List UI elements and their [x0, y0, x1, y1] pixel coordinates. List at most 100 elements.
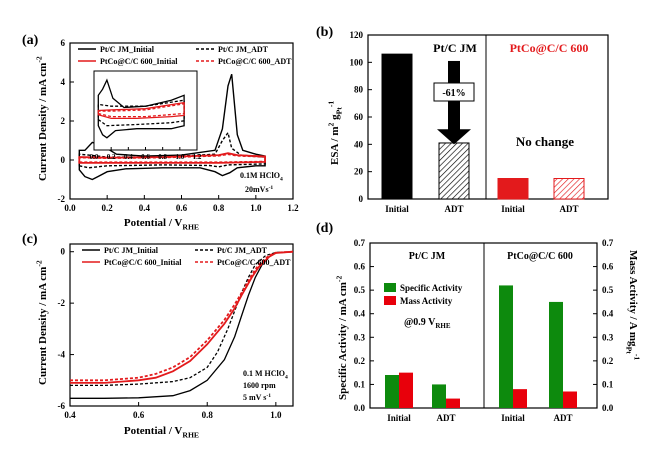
panel-b-bar — [381, 53, 413, 200]
panel-a-xlabel: Potential / VRHE — [124, 217, 199, 231]
panel-a-ylabel: Current Density / mA cm-2 — [35, 56, 49, 181]
panel-d-left-ylabel: Specific Activity / mA cm-2 — [335, 276, 349, 400]
panel-c-ytick-label: 0 — [61, 247, 66, 257]
panel-d-category-label: ADT — [436, 413, 455, 423]
panel-a-inset-series-line — [97, 78, 185, 139]
panel-a-inset-xtick-label: 1.0 — [175, 153, 184, 161]
panel-d-right-ytick-label: 0.6 — [602, 262, 614, 272]
panel-c-series-line — [70, 250, 294, 382]
panel-c-legend-3-label: PtCo@C/C 600_Initial — [104, 258, 182, 267]
panel-d-right-ytick-label: 0.7 — [602, 238, 614, 248]
panel-c-condition-electrolyte: 0.1 M HClO4 — [243, 369, 288, 380]
panel-c-ytick-label: -4 — [58, 350, 66, 360]
panel-b-ytick-label: 0 — [359, 194, 364, 204]
panel-d-specific-activity-bar — [385, 375, 399, 408]
panel-a-ytick-label: 0 — [61, 155, 66, 165]
panel-a-series-line — [78, 153, 266, 164]
panel-d-potential-annotation: @0.9 VRHE — [404, 317, 451, 330]
panel-a-condition-electrolyte: 0.1M HClO4 — [240, 171, 283, 182]
panel-c-series-line — [70, 251, 294, 387]
panel-c-series-line — [70, 250, 294, 384]
panel-d-specific-activity-bar — [432, 384, 446, 408]
panel-b-group-title: PtCo@C/C 600 — [510, 41, 589, 55]
panel-d-label: (d) — [316, 221, 333, 236]
panel-c-xtick-label: 0.4 — [64, 410, 76, 420]
panel-a-legend-3-label: PtCo@C/C 600_Initial — [100, 57, 178, 66]
panel-c-condition-rpm: 1600 rpm — [243, 381, 276, 390]
panel-a-inset-xtick-label: 0.4 — [124, 153, 133, 161]
panel-d-left-ytick-label: 0.1 — [354, 379, 366, 389]
panel-d-specific-activity-bar — [499, 285, 513, 408]
panel-a-series-line — [78, 73, 266, 181]
panel-b-ytick-label: 120 — [350, 30, 364, 40]
panel-b-category-label: ADT — [444, 204, 463, 214]
panel-c-xtick-label: 0.6 — [133, 410, 145, 420]
panel-b-ytick-label: 60 — [354, 112, 364, 122]
panel-a-inset-xtick-label: 0.6 — [141, 153, 150, 161]
panel-d-group-title: Pt/C JM — [409, 251, 446, 262]
panel-d-left-ytick-label: 0.5 — [354, 285, 366, 295]
panel-a-legend-2-label: Pt/C JM_ADT — [218, 45, 269, 54]
panel-d-legend-mass-swatch — [384, 296, 396, 305]
panel-a-xtick-label: 0.0 — [64, 203, 76, 213]
panel-a-xtick-label: 0.2 — [102, 203, 114, 213]
panel-b-ytick-label: 100 — [350, 57, 364, 67]
panel-d-legend-specific-label: Specific Activity — [400, 283, 463, 293]
panel-b-category-label: Initial — [501, 204, 525, 214]
panel-d-mass-activity-bar — [513, 389, 527, 408]
panel-a-inset-xtick-label: 1.2 — [193, 153, 202, 161]
panel-d-left-ytick-label: 0.7 — [354, 238, 366, 248]
panel-d-left-ytick-label: 0.6 — [354, 262, 366, 272]
panel-d-right-ytick-label: 0.1 — [602, 379, 614, 389]
panel-d-left-ytick-label: 0.4 — [354, 309, 366, 319]
panel-a-xtick-label: 0.8 — [213, 203, 225, 213]
panel-d-category-label: Initial — [501, 413, 525, 423]
panel-a-ytick-label: 6 — [61, 38, 66, 48]
panel-a-inset-xtick-label: 0.2 — [107, 153, 116, 161]
panel-c-ytick-label: -6 — [58, 401, 66, 411]
panel-b-arrow-head — [437, 129, 471, 145]
panel-d-right-ytick-label: 0.4 — [602, 309, 614, 319]
panel-a-xtick-label: 1.0 — [250, 203, 262, 213]
panel-d-category-label: ADT — [553, 413, 572, 423]
panel-d-right-ytick-label: 0.2 — [602, 356, 614, 366]
panel-b-change-box — [433, 82, 475, 102]
panel-c-legend-2-label: Pt/C JM_ADT — [217, 246, 268, 255]
panel-b-bar — [438, 142, 470, 200]
panel-b-bar — [497, 178, 529, 200]
panel-d-left-ytick-label: 0.3 — [354, 332, 366, 342]
panel-c-label: (c) — [22, 232, 38, 247]
panel-c-condition-scanrate: 5 mV s-1 — [243, 393, 271, 402]
panel-d-specific-activity-bar — [549, 301, 563, 408]
panel-b-change-label: -61% — [442, 88, 465, 99]
panel-b-bar — [553, 178, 585, 200]
panel-a-xtick-label: 0.4 — [139, 203, 151, 213]
panel-a-ytick-label: 2 — [61, 116, 66, 126]
panel-d-right-ytick-label: 0.0 — [602, 403, 614, 413]
panel-b-ylabel: ESA / m2 gPt-1 — [327, 101, 344, 165]
panel-a-inset-xtick-label: 0.8 — [158, 153, 167, 161]
panel-a-inset-series-line — [97, 103, 185, 118]
panel-d-mass-activity-bar — [399, 372, 413, 408]
panel-a-condition-scanrate: 20mVs-1 — [245, 185, 273, 194]
panel-c-legend-4-label: PtCo@C/C 600_ADT — [217, 258, 291, 267]
panel-b-label: (b) — [316, 25, 333, 40]
panel-a-xtick-label: 1.2 — [287, 203, 299, 213]
panel-c-axes — [69, 243, 294, 407]
panel-d-legend-specific-swatch — [384, 283, 396, 292]
panel-d-mass-activity-bar — [446, 398, 460, 408]
panel-d-left-ytick-label: 0.0 — [354, 403, 366, 413]
panel-a-label: (a) — [22, 33, 39, 48]
panel-b-category-label: Initial — [385, 204, 409, 214]
panel-b-group-title: Pt/C JM — [433, 41, 477, 55]
panel-d-right-ytick-label: 0.3 — [602, 332, 614, 342]
panel-a-ytick-label: 4 — [61, 77, 66, 87]
panel-a-legend-4-label: PtCo@C/C 600_ADT — [218, 57, 292, 66]
panel-c-xlabel: Potential / VRHE — [124, 425, 199, 439]
panel-b-category-label: ADT — [559, 204, 578, 214]
panel-d-group-title: PtCo@C/C 600 — [507, 251, 573, 262]
panel-d-mass-activity-bar — [563, 391, 577, 408]
panel-b-ytick-label: 20 — [354, 167, 364, 177]
panel-c-legend-1-label: Pt/C JM_Initial — [104, 246, 159, 255]
